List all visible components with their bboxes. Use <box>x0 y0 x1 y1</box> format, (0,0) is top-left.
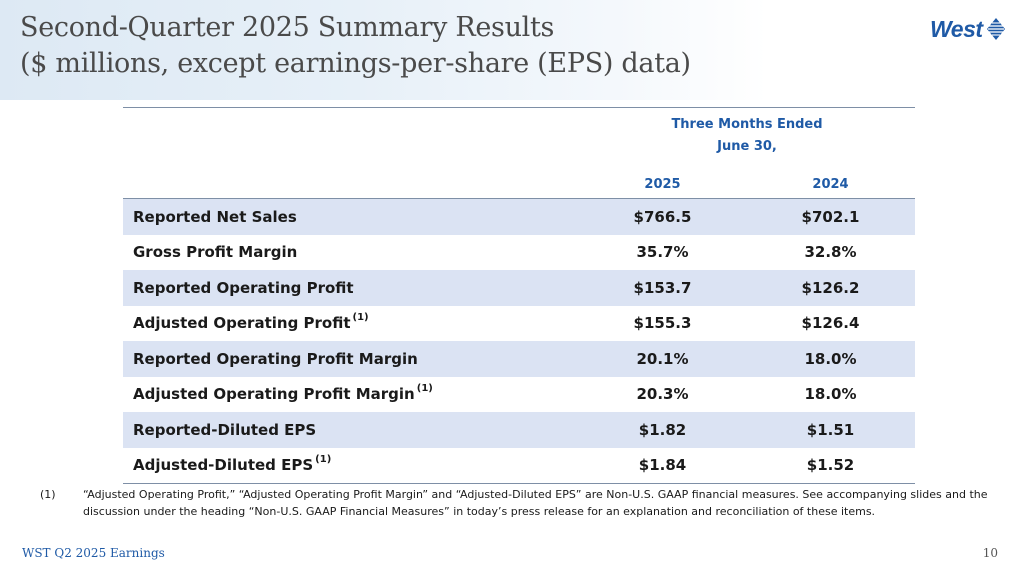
logo-wordmark: West <box>930 15 983 42</box>
period-header-line2: June 30, <box>717 139 777 154</box>
period-header: Three Months Ended June 30, <box>579 107 915 158</box>
table-row: Reported Operating Profit $153.7 $126.2 <box>123 270 915 306</box>
diamond-logo-icon <box>986 18 1005 40</box>
row-label: Reported Net Sales <box>123 198 579 235</box>
table-row: Adjusted Operating Profit Margin (1) 20.3… <box>123 377 915 413</box>
value-2025: 35.7% <box>636 243 689 262</box>
slide-title: Second-Quarter 2025 Summary Results ($ m… <box>20 10 691 82</box>
value-2024: $702.1 <box>746 198 915 235</box>
footnote: (1) “Adjusted Operating Profit,” “Adjust… <box>40 486 990 520</box>
value-2024: $126.4 <box>801 314 860 333</box>
value-2024: 32.8% <box>804 243 857 262</box>
footer-label: WST Q2 2025 Earnings <box>22 546 165 560</box>
west-logo: West <box>930 14 1012 44</box>
value-2025: $766.5 <box>579 198 746 235</box>
value-2024: 18.0% <box>746 341 915 377</box>
row-label: Adjusted-Diluted EPS (1) <box>123 447 579 484</box>
value-2025: 20.3% <box>636 385 689 404</box>
table-row: Adjusted Operating Profit (1) $155.3 $126… <box>123 306 915 342</box>
footnote-reference: (1) <box>352 312 369 324</box>
row-label: Adjusted Operating Profit Margin (1) <box>133 383 433 404</box>
footnote-reference: (1) <box>315 454 332 466</box>
year-header-row: 2025 2024 <box>123 158 915 199</box>
page-number: 10 <box>982 546 998 560</box>
table-row: Reported-Diluted EPS $1.82 $1.51 <box>123 412 915 448</box>
value-2025: $1.82 <box>579 412 746 448</box>
value-2025: $153.7 <box>579 270 746 306</box>
column-header-2025: 2025 <box>579 158 746 199</box>
value-2024: $126.2 <box>746 270 915 306</box>
row-label: Reported Operating Profit Margin <box>123 341 579 377</box>
value-2025: 20.1% <box>579 341 746 377</box>
header-background <box>0 0 1024 100</box>
table-row: Reported Net Sales $766.5 $702.1 <box>123 198 915 235</box>
footnote-text: “Adjusted Operating Profit,” “Adjusted O… <box>83 488 988 518</box>
summary-results-table: Three Months Ended June 30, 2025 2024 Re… <box>123 107 915 484</box>
table-row: Gross Profit Margin 35.7% 32.8% <box>123 235 915 271</box>
row-label: Adjusted Operating Profit (1) <box>133 312 369 333</box>
slide-title-line1: Second-Quarter 2025 Summary Results <box>20 12 555 43</box>
value-2024: $1.51 <box>746 412 915 448</box>
row-label: Gross Profit Margin <box>133 243 298 262</box>
table-row: Reported Operating Profit Margin 20.1% 1… <box>123 341 915 377</box>
footnote-reference: (1) <box>416 383 433 395</box>
column-header-2024: 2024 <box>746 158 915 199</box>
value-2025: $1.84 <box>579 447 746 484</box>
row-label: Reported-Diluted EPS <box>123 412 579 448</box>
table-row: Adjusted-Diluted EPS (1) $1.84 $1.52 <box>123 447 915 484</box>
footnote-marker: (1) <box>40 488 56 501</box>
value-2025: $155.3 <box>633 314 692 333</box>
period-header-line1: Three Months Ended <box>671 117 823 132</box>
value-2024: $1.52 <box>746 447 915 484</box>
value-2024: 18.0% <box>804 385 857 404</box>
table-header-row: Three Months Ended June 30, <box>123 107 915 158</box>
row-label: Reported Operating Profit <box>123 270 579 306</box>
slide-title-line2: ($ millions, except earnings-per-share (… <box>20 48 691 79</box>
